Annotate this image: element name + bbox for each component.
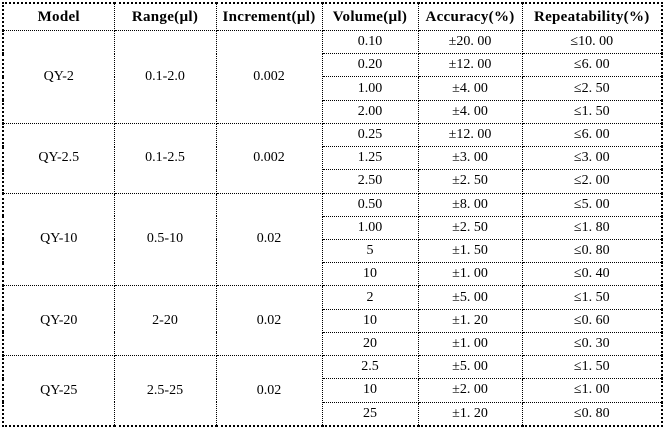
column-header-accuracy: Accuracy(%) (417, 2, 523, 31)
increment-cell: 0.02 (215, 192, 323, 287)
repeat-cell: ≤1. 50 (521, 355, 663, 380)
repeat-cell: ≤6. 00 (521, 122, 663, 148)
column-header-range: Range(µl) (113, 2, 217, 31)
repeat-cell: ≤5. 00 (521, 192, 663, 217)
repeat-cell: ≤1. 50 (521, 99, 663, 124)
repeat-cell: ≤0. 60 (521, 308, 663, 333)
model-cell: QY-2.5 (2, 122, 115, 194)
repeat-cell: ≤0. 80 (521, 401, 663, 427)
volume-cell: 25 (321, 401, 419, 427)
model-cell: QY-25 (2, 355, 115, 427)
table-row: QY-2.5 0.1-2.5 0.002 0.25 ±12. 00 ≤6. 00 (2, 122, 663, 194)
repeat-cell: ≤1. 50 (521, 285, 663, 310)
repeat-cell: ≤6. 00 (521, 53, 663, 78)
table-row: 2.00 ±4. 00 ≤1. 50 (3, 99, 663, 124)
header-row: Model Range(µl) Increment(µl) Volume(µl) Acc… (2, 2, 663, 31)
table-row: 25 ±1. 20 ≤0. 80 (3, 401, 663, 427)
accuracy-cell: ±2. 00 (417, 378, 523, 403)
volume-cell: 1.00 (321, 215, 419, 240)
table-row: QY-20 2-20 0.02 2 ±5. 00 ≤1. 50 (2, 285, 663, 357)
volume-cell: 2.00 (321, 99, 419, 124)
table-row: 1.25 ±3. 00 ≤3. 00 (3, 146, 663, 171)
table-row: QY-25 2.5-25 0.02 2.5 ±5. 00 ≤1. 50 (2, 355, 663, 427)
increment-cell: 0.02 (215, 355, 323, 427)
table-row: 2.50 ±2. 50 ≤2. 00 (3, 169, 663, 194)
range-cell: 2.5-25 (113, 355, 217, 427)
repeat-cell: ≤10. 00 (521, 29, 663, 55)
accuracy-cell: ±4. 00 (417, 76, 523, 101)
volume-cell: 20 (321, 331, 419, 357)
increment-cell: 0.002 (215, 122, 323, 194)
accuracy-cell: ±12. 00 (417, 122, 523, 148)
column-header-model: Model (2, 2, 115, 31)
table-row: 1.00 ±2. 50 ≤1. 80 (3, 215, 663, 240)
accuracy-cell: ±3. 00 (417, 146, 523, 171)
volume-cell: 2.50 (321, 169, 419, 194)
repeat-cell: ≤0. 30 (521, 331, 663, 357)
table-body: QY-2 0.1-2.0 0.002 0.10 ±20. 00 ≤10. 00 0.20 ±1… (2, 29, 663, 427)
repeat-cell: ≤0. 40 (521, 262, 663, 287)
range-cell: 0.5-10 (113, 192, 217, 287)
volume-cell: 10 (321, 262, 419, 287)
table-row: QY-2 0.1-2.0 0.002 0.10 ±20. 00 ≤10. 00 (2, 29, 663, 124)
volume-cell: 1.00 (321, 76, 419, 101)
volume-cell: 1.25 (321, 146, 419, 171)
table-row: 1.00 ±4. 00 ≤2. 50 (3, 76, 663, 101)
model-cell: QY-20 (2, 285, 115, 357)
volume-cell: 10 (321, 308, 419, 333)
accuracy-cell: ±1. 50 (417, 238, 523, 264)
accuracy-cell: ±5. 00 (417, 355, 523, 380)
increment-cell: 0.02 (215, 285, 323, 357)
volume-cell: 5 (321, 238, 419, 264)
accuracy-cell: ±1. 00 (417, 262, 523, 287)
increment-cell: 0.002 (215, 30, 323, 124)
volume-cell: 0.20 (321, 53, 419, 78)
column-header-increment: Increment(µl) (215, 2, 323, 31)
volume-cell: 10 (321, 378, 419, 403)
accuracy-cell: ±1. 20 (417, 308, 523, 333)
table-row: 10 ±2. 00 ≤1. 00 (3, 378, 663, 403)
volume-cell: 0.25 (321, 122, 419, 148)
range-cell: 0.1-2.5 (113, 122, 217, 194)
accuracy-cell: ±20. 00 (417, 29, 523, 55)
accuracy-cell: ±2. 50 (417, 215, 523, 240)
column-header-volume: Volume(µl) (321, 2, 419, 31)
range-cell: 0.1-2.0 (113, 30, 217, 124)
repeat-cell: ≤3. 00 (521, 146, 663, 171)
repeat-cell: ≤2. 50 (521, 76, 663, 101)
volume-cell: 2.5 (321, 355, 419, 380)
volume-cell: 2 (321, 285, 419, 310)
accuracy-cell: ±2. 50 (417, 169, 523, 194)
model-cell: QY-10 (2, 192, 115, 287)
accuracy-cell: ±4. 00 (417, 99, 523, 124)
accuracy-cell: ±5. 00 (417, 285, 523, 310)
volume-cell: 0.50 (321, 192, 419, 217)
repeat-cell: ≤1. 00 (521, 378, 663, 403)
accuracy-cell: ±1. 00 (417, 331, 523, 357)
accuracy-cell: ±12. 00 (417, 53, 523, 78)
column-header-repeatability: Repeatability(%) (521, 2, 663, 31)
accuracy-cell: ±1. 20 (417, 401, 523, 427)
model-cell: QY-2 (2, 30, 115, 124)
accuracy-cell: ±8. 00 (417, 192, 523, 217)
volume-cell: 0.10 (321, 29, 419, 55)
table-row: QY-10 0.5-10 0.02 0.50 ±8. 00 ≤5. 00 (2, 192, 663, 287)
repeat-cell: ≤1. 80 (521, 215, 663, 240)
repeat-cell: ≤0. 80 (521, 238, 663, 264)
range-cell: 2-20 (113, 285, 217, 357)
repeat-cell: ≤2. 00 (521, 169, 663, 194)
